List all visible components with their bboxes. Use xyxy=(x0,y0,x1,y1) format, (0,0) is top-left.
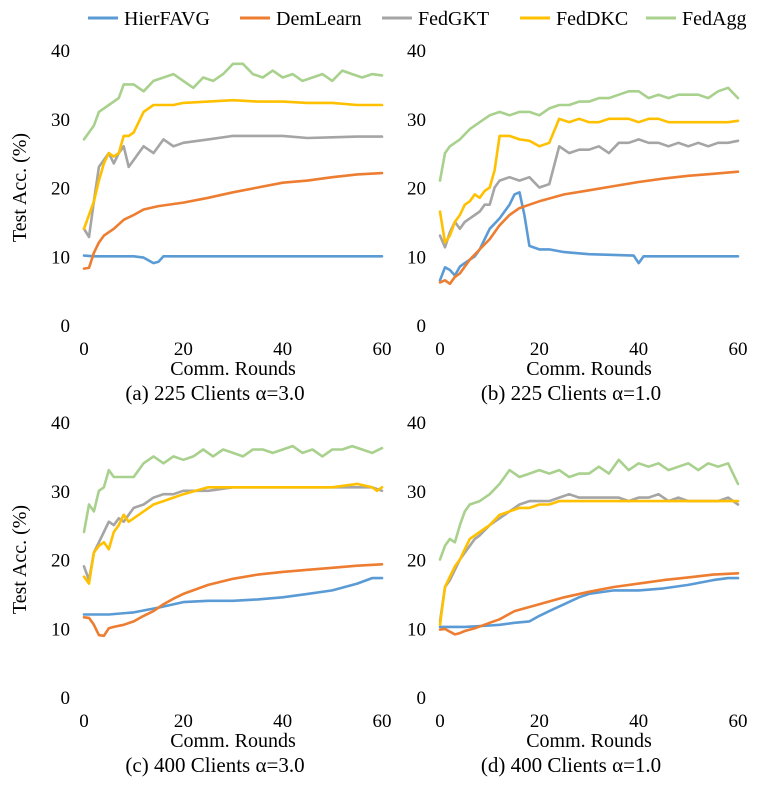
x-tick-label: 40 xyxy=(629,711,648,732)
y-tick-label: 0 xyxy=(61,688,71,709)
y-tick-label: 20 xyxy=(407,551,426,572)
series-line-feddkc xyxy=(82,482,384,585)
x-axis-title: Comm. Rounds xyxy=(170,358,296,380)
series-line-demlearn xyxy=(438,572,740,636)
panels: 0 10 20 30 40 0 20 40 60 Comm. Rounds Test Acc. (%… xyxy=(9,41,748,777)
y-tick-label: 40 xyxy=(51,413,70,434)
y-tick-label: 10 xyxy=(51,247,70,268)
y-tick-label: 0 xyxy=(417,688,427,709)
x-axis-title: Comm. Rounds xyxy=(526,358,652,380)
y-tick-label: 30 xyxy=(51,482,70,503)
legend-label-demlearn: DemLearn xyxy=(276,8,362,30)
chart-panel-1: 0 10 20 30 40 0 20 40 60 Comm. Rounds Test Acc. (%… xyxy=(9,41,392,405)
x-tick-label: 20 xyxy=(174,711,193,732)
x-tick-label: 20 xyxy=(174,339,193,360)
x-tick-label: 40 xyxy=(629,339,648,360)
x-tick-label: 0 xyxy=(435,711,445,732)
chart-panel-4: 0 10 20 30 40 0 20 40 60 Comm. Rounds(d) 400 Clie… xyxy=(407,413,748,777)
x-tick-label: 20 xyxy=(530,339,549,360)
y-tick-label: 10 xyxy=(51,619,70,640)
x-tick-label: 40 xyxy=(273,711,292,732)
series-line-feddkc xyxy=(82,98,384,231)
chart-panel-3: 0 10 20 30 40 0 20 40 60 Comm. Rounds Test Acc. (%… xyxy=(9,413,392,777)
x-axis-title: Comm. Rounds xyxy=(170,730,296,752)
series-line-hierfavg xyxy=(438,576,740,629)
y-tick-label: 30 xyxy=(51,110,70,131)
x-tick-label: 60 xyxy=(729,711,748,732)
legend: HierFAVG DemLearn FedGKT FedDKC FedAgg xyxy=(88,8,746,30)
series-line-hierfavg xyxy=(82,254,384,265)
y-tick-label: 30 xyxy=(407,482,426,503)
legend-label-feddkc: FedDKC xyxy=(556,8,628,30)
x-tick-label: 0 xyxy=(435,339,445,360)
y-tick-label: 10 xyxy=(407,619,426,640)
y-axis-title: Test Acc. (%) xyxy=(9,133,31,242)
series-line-demlearn xyxy=(438,170,740,286)
legend-label-hierfavg: HierFAVG xyxy=(124,8,210,30)
series-line-fedgkt xyxy=(82,134,384,239)
x-tick-label: 0 xyxy=(79,339,89,360)
x-tick-label: 60 xyxy=(373,339,392,360)
y-tick-label: 40 xyxy=(407,41,426,62)
y-tick-label: 30 xyxy=(407,110,426,131)
series-line-fedagg xyxy=(438,458,740,561)
series-line-fedagg xyxy=(82,444,384,534)
panel-caption: (a) 225 Clients α=3.0 xyxy=(125,381,304,405)
panel-caption: (c) 400 Clients α=3.0 xyxy=(125,753,304,777)
y-tick-label: 20 xyxy=(407,179,426,200)
series-line-feddkc xyxy=(438,499,740,627)
legend-label-fedgkt: FedGKT xyxy=(418,8,489,30)
series-line-feddkc xyxy=(438,117,740,244)
y-axis-title: Test Acc. (%) xyxy=(9,505,31,614)
y-tick-label: 20 xyxy=(51,551,70,572)
series-line-demlearn xyxy=(82,171,384,270)
series-line-fedgkt xyxy=(438,138,740,249)
y-tick-label: 0 xyxy=(61,316,71,337)
panel-caption: (b) 225 Clients α=1.0 xyxy=(481,381,661,405)
chart-panel-2: 0 10 20 30 40 0 20 40 60 Comm. Rounds(b) 225 Clie… xyxy=(407,41,748,405)
x-tick-label: 20 xyxy=(530,711,549,732)
y-tick-label: 20 xyxy=(51,179,70,200)
x-axis-title: Comm. Rounds xyxy=(526,730,652,752)
series-line-hierfavg xyxy=(82,576,384,616)
series-line-demlearn xyxy=(82,563,384,638)
legend-label-fedagg: FedAgg xyxy=(682,8,746,30)
panel-caption: (d) 400 Clients α=1.0 xyxy=(481,753,661,777)
series-line-fedagg xyxy=(82,62,384,141)
series-line-fedagg xyxy=(438,86,740,182)
y-tick-label: 10 xyxy=(407,247,426,268)
y-tick-label: 0 xyxy=(417,316,427,337)
series-line-hierfavg xyxy=(438,191,740,282)
y-tick-label: 40 xyxy=(407,413,426,434)
x-tick-label: 0 xyxy=(79,711,89,732)
y-tick-label: 40 xyxy=(51,41,70,62)
x-tick-label: 40 xyxy=(273,339,292,360)
series-line-fedgkt xyxy=(438,492,740,623)
x-tick-label: 60 xyxy=(729,339,748,360)
x-tick-label: 60 xyxy=(373,711,392,732)
